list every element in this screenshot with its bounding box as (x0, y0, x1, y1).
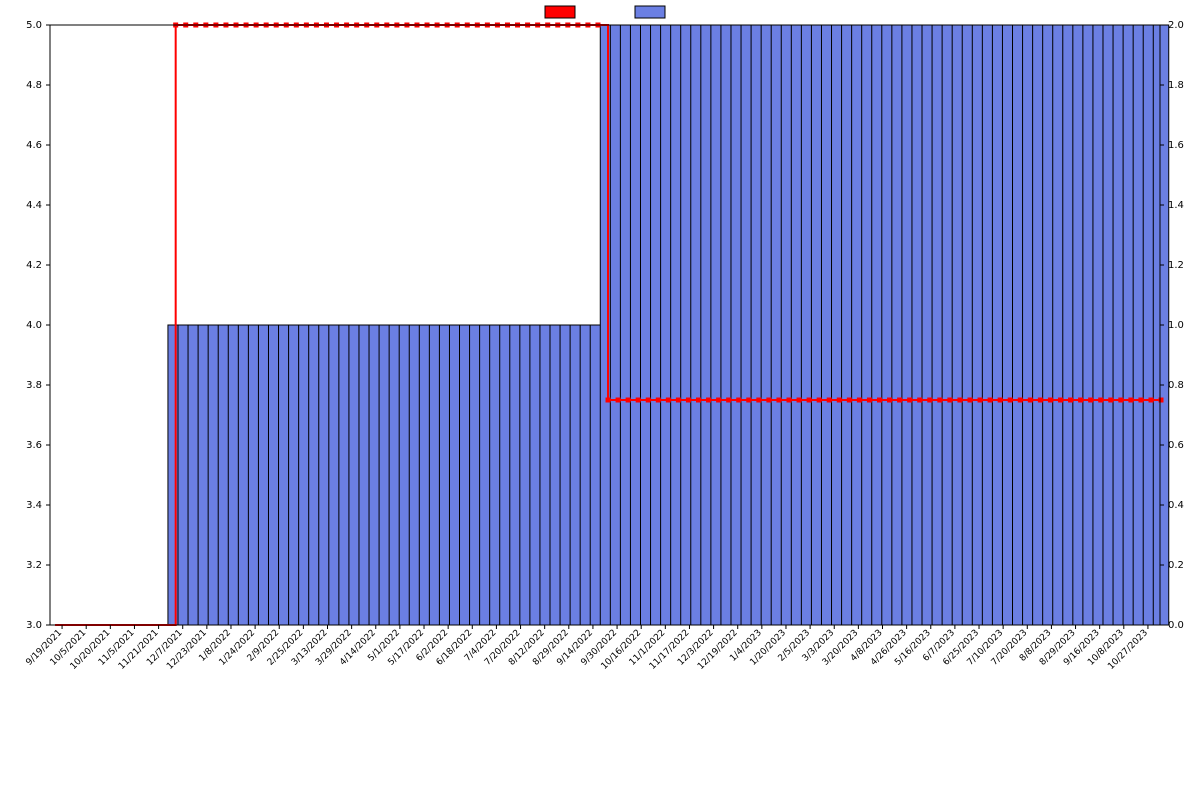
line-marker (1129, 398, 1133, 402)
y-left-tick-label: 3.6 (26, 440, 42, 451)
y-right-tick-label: 2.0 (1168, 20, 1184, 31)
line-marker (968, 398, 972, 402)
y-right-tick-label: 1.2 (1168, 260, 1184, 271)
line-marker (727, 398, 731, 402)
line-marker (1038, 398, 1042, 402)
y-left-tick-label: 4.6 (26, 140, 42, 151)
y-right-tick-label: 0.0 (1168, 620, 1184, 631)
y-right-tick-label: 1.4 (1168, 200, 1184, 211)
line-marker (757, 398, 761, 402)
y-right-tick-label: 0.4 (1168, 500, 1184, 511)
line-marker (978, 398, 982, 402)
line-marker (837, 398, 841, 402)
line-marker (717, 398, 721, 402)
line-marker (656, 398, 660, 402)
line-marker (1109, 398, 1113, 402)
line-marker (1079, 398, 1083, 402)
line-marker (888, 398, 892, 402)
line-marker (707, 398, 711, 402)
line-marker (1119, 398, 1123, 402)
line-marker (646, 398, 650, 402)
line-marker (626, 398, 630, 402)
y-right-tick-label: 0.2 (1168, 560, 1184, 571)
y-left-tick-label: 3.0 (26, 620, 42, 631)
line-marker (606, 398, 610, 402)
line-marker (676, 398, 680, 402)
line-marker (817, 398, 821, 402)
line-marker (1069, 398, 1073, 402)
y-right-tick-label: 0.8 (1168, 380, 1184, 391)
chart-canvas: 3.0 3.2 3.4 3.6 3.8 4.0 4.2 4.4 4.6 4.8 5.0 0.0 0.2 0… (0, 0, 1200, 800)
y-left-tick-label: 4.0 (26, 320, 42, 331)
line-marker (807, 398, 811, 402)
line-marker (928, 398, 932, 402)
line-marker (948, 398, 952, 402)
line-marker (787, 398, 791, 402)
line-marker (857, 398, 861, 402)
line-marker (867, 398, 871, 402)
line-marker (1139, 398, 1143, 402)
line-marker (737, 398, 741, 402)
line-marker (938, 398, 942, 402)
line-marker (777, 398, 781, 402)
line-marker (697, 398, 701, 402)
line-marker (747, 398, 751, 402)
line-marker (847, 398, 851, 402)
line-marker (918, 398, 922, 402)
line-marker (1008, 398, 1012, 402)
y-left-tick-label: 3.4 (26, 500, 42, 511)
line-marker (1099, 398, 1103, 402)
y-right-tick-label: 1.6 (1168, 140, 1184, 151)
line-marker (998, 398, 1002, 402)
line-marker (1089, 398, 1093, 402)
line-marker (1048, 398, 1052, 402)
y-left-tick-label: 5.0 (26, 20, 42, 31)
line-marker (1058, 398, 1062, 402)
y-right-tick-label: 1.0 (1168, 320, 1184, 331)
legend-swatch (545, 6, 575, 18)
line-marker (908, 398, 912, 402)
line-marker (1018, 398, 1022, 402)
y-right-tick-label: 0.6 (1168, 440, 1184, 451)
y-left-tick-label: 4.2 (26, 260, 42, 271)
line-marker (958, 398, 962, 402)
line-marker (877, 398, 881, 402)
line-marker (636, 398, 640, 402)
line-marker (898, 398, 902, 402)
line-marker (1149, 398, 1153, 402)
line-marker (616, 398, 620, 402)
y-left-tick-label: 4.4 (26, 200, 42, 211)
line-marker (666, 398, 670, 402)
legend-swatch (635, 6, 665, 18)
line-marker (686, 398, 690, 402)
y-left-tick-label: 3.8 (26, 380, 42, 391)
y-left-tick-label: 3.2 (26, 560, 42, 571)
line-marker (988, 398, 992, 402)
y-left-tick-label: 4.8 (26, 80, 42, 91)
y-right-tick-label: 1.8 (1168, 80, 1184, 91)
line-marker (767, 398, 771, 402)
line-marker (797, 398, 801, 402)
line-marker (827, 398, 831, 402)
line-marker (1028, 398, 1032, 402)
